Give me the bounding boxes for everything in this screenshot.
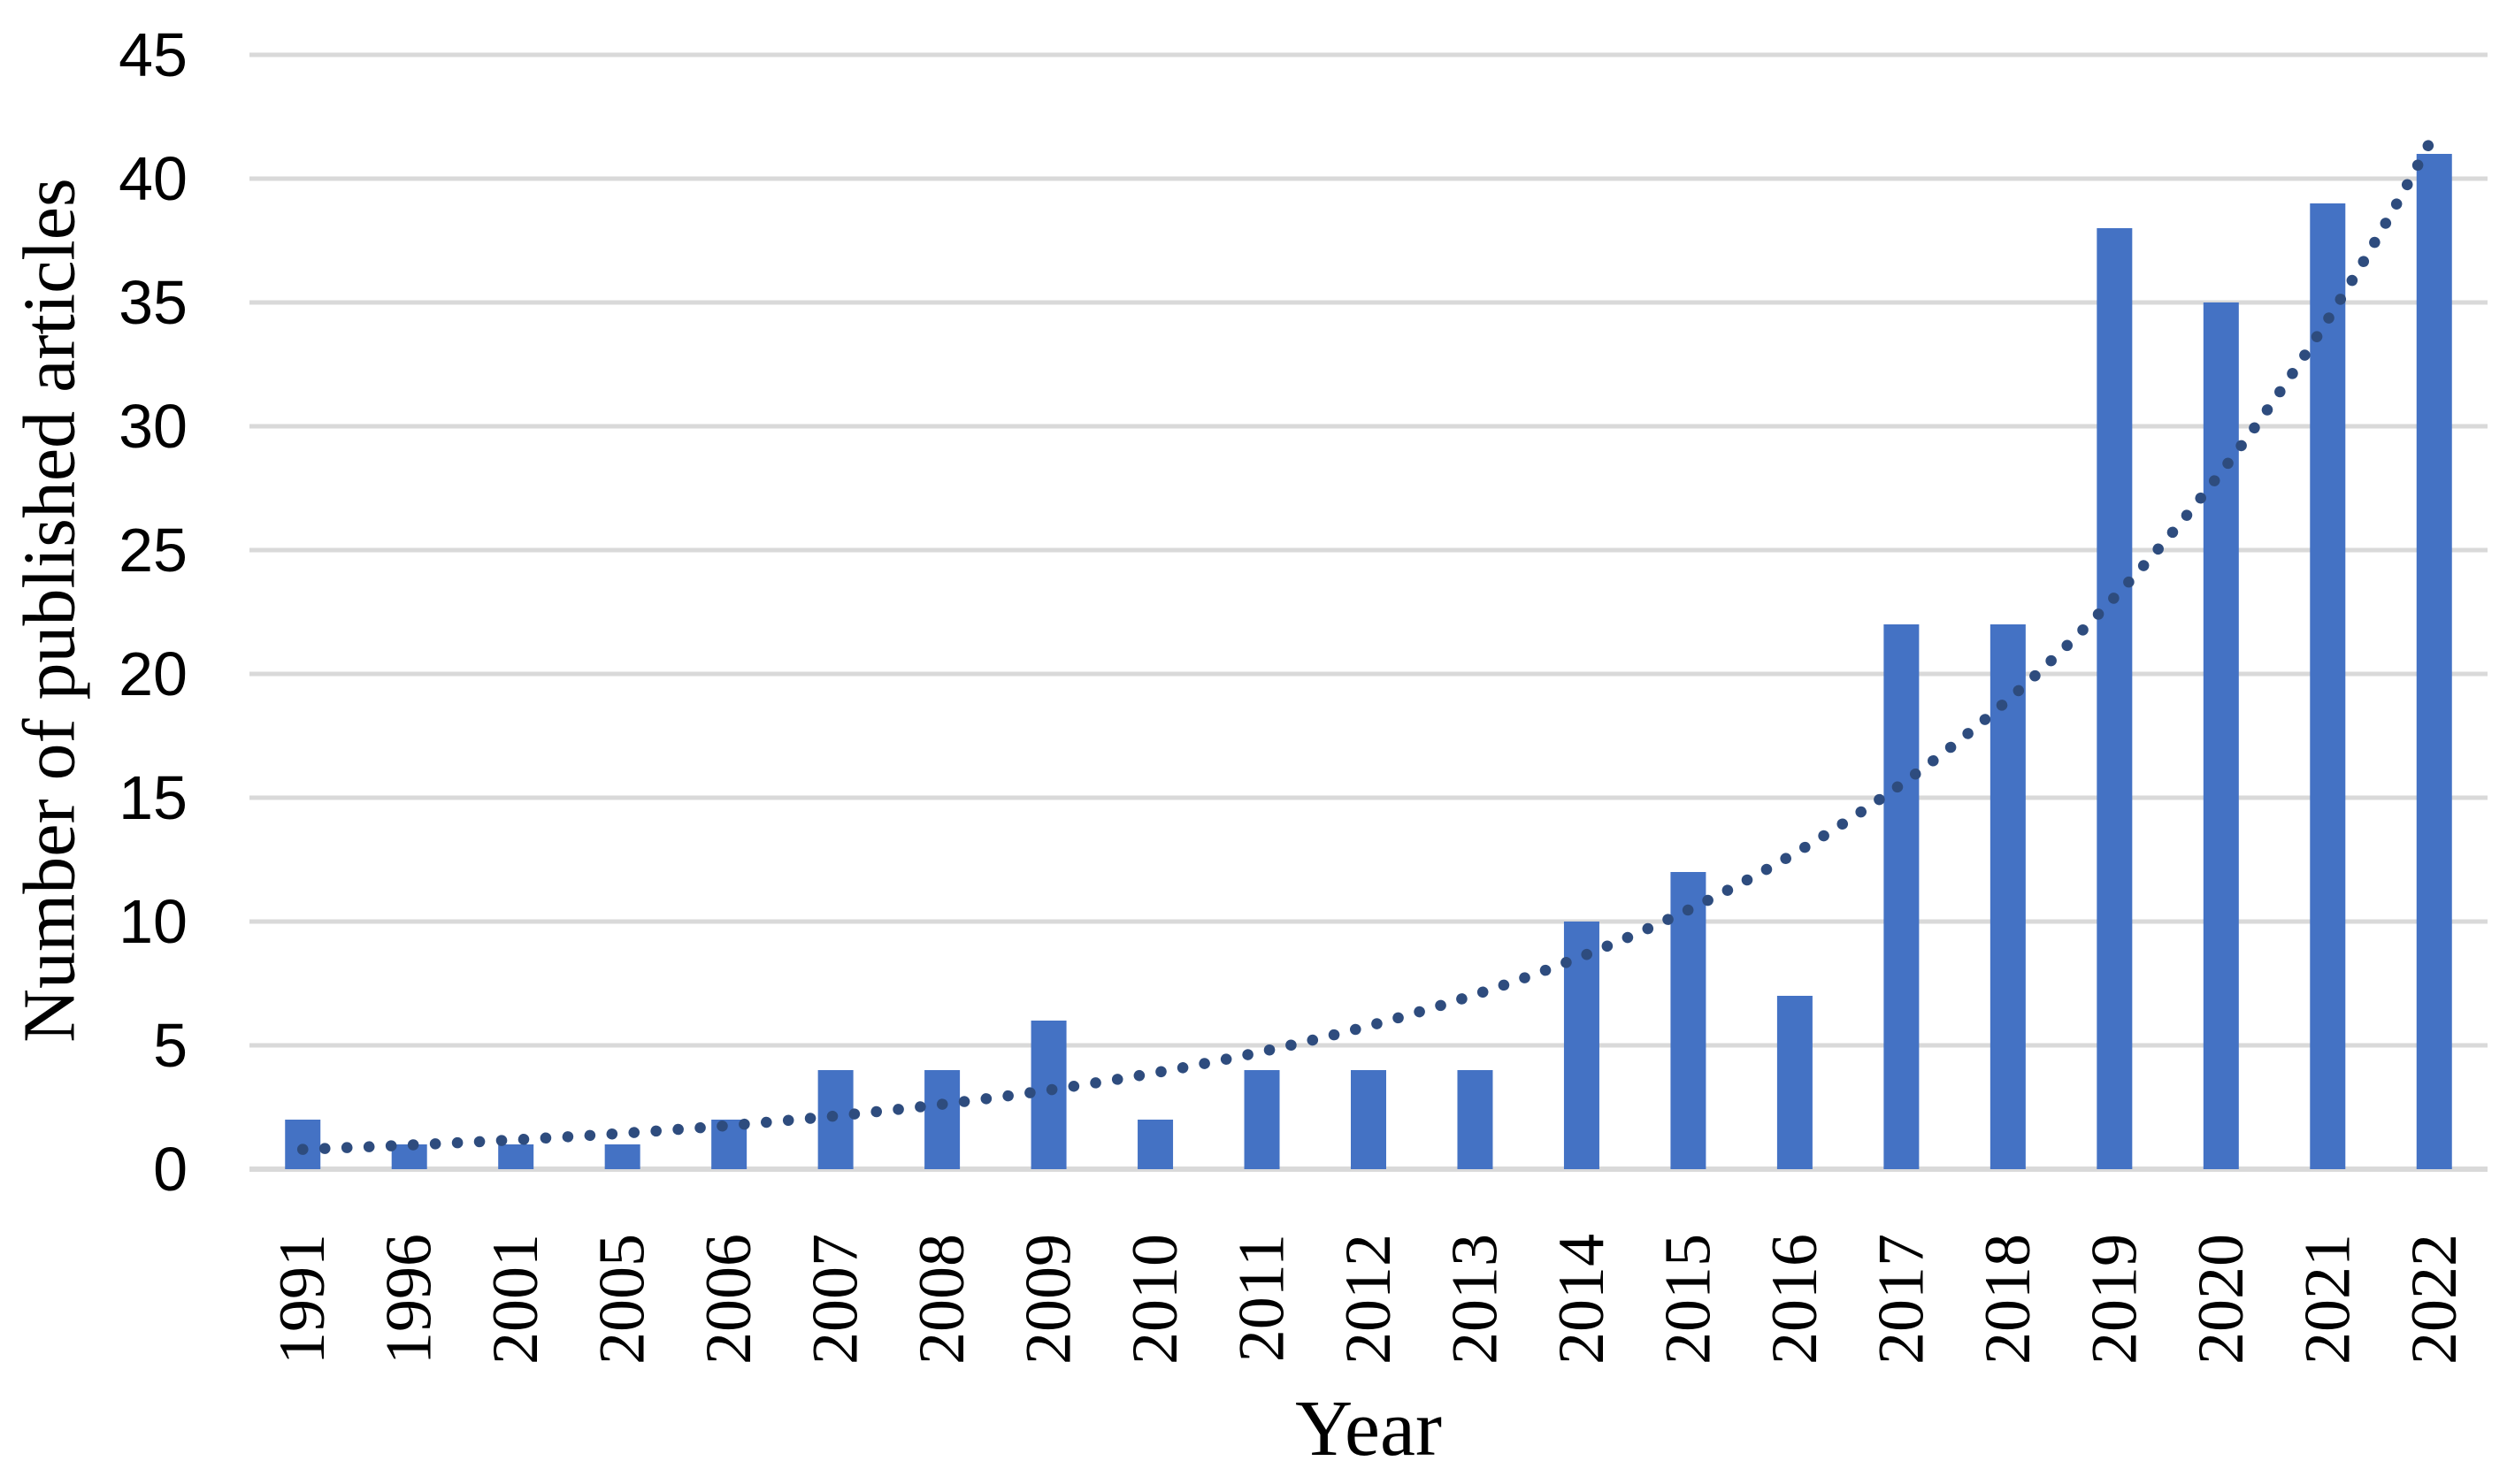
y-tick-label-25: 25	[119, 516, 188, 585]
x-tick-label-2022: 2022	[2398, 1234, 2471, 1365]
bar-2005	[604, 1144, 640, 1169]
x-tick-label-2018: 2018	[1972, 1234, 2044, 1365]
y-tick-label-30: 30	[119, 392, 188, 461]
x-tick-label-2014: 2014	[1545, 1234, 1618, 1365]
x-tick-label-2017: 2017	[1865, 1234, 1937, 1365]
x-tick-label-1991: 1991	[266, 1234, 339, 1365]
x-tick-label-2010: 2010	[1119, 1234, 1192, 1365]
bar-2001	[498, 1144, 534, 1169]
x-tick-label-2009: 2009	[1013, 1234, 1085, 1365]
x-tick-label-1996: 1996	[373, 1234, 446, 1365]
bar-2022	[2416, 154, 2452, 1169]
x-tick-label-2001: 2001	[479, 1234, 552, 1365]
bar-2008	[924, 1070, 961, 1169]
y-tick-label-10: 10	[119, 887, 188, 956]
y-tick-label-35: 35	[119, 268, 188, 337]
y-tick-label-5: 5	[153, 1011, 188, 1080]
bar-2009	[1031, 1021, 1067, 1169]
x-tick-label-2005: 2005	[586, 1234, 659, 1365]
x-tick-label-2006: 2006	[693, 1234, 765, 1365]
x-tick-label-2013: 2013	[1438, 1234, 1511, 1365]
trendline-dotted	[296, 138, 2434, 1155]
bar-2012	[1351, 1070, 1386, 1169]
y-tick-label-20: 20	[119, 639, 188, 708]
bar-2013	[1457, 1070, 1493, 1169]
x-axis-title: Year	[1295, 1385, 1442, 1473]
bar-2011	[1244, 1070, 1280, 1169]
y-tick-label-0: 0	[153, 1135, 188, 1204]
x-tick-label-2016: 2016	[1759, 1234, 1831, 1365]
x-tick-label-2007: 2007	[800, 1234, 872, 1365]
bar-2019	[2097, 228, 2133, 1169]
bar-2017	[1883, 624, 1920, 1169]
y-tick-label-40: 40	[119, 144, 188, 213]
x-tick-label-2008: 2008	[906, 1234, 978, 1365]
bar-2016	[1776, 996, 1813, 1169]
y-tick-label-15: 15	[119, 763, 188, 832]
bar-2020	[2203, 302, 2239, 1169]
x-tick-label-2012: 2012	[1332, 1234, 1405, 1365]
bar-2021	[2310, 203, 2346, 1169]
y-axis-title: Number of published articles	[9, 178, 91, 1042]
y-tick-labels-group: 0 5 10 15 20 25 30 35 40 45	[119, 20, 188, 1204]
x-tick-label-2011: 2011	[1226, 1234, 1299, 1362]
bar-2015	[1670, 872, 1706, 1169]
x-tick-label-2019: 2019	[2078, 1234, 2150, 1365]
x-tick-labels-group: 1991 1996 2001 2005 2006 2007 2008 2009 2010 2011…	[266, 1234, 2471, 1365]
bar-2010	[1138, 1120, 1174, 1169]
gridlines-group	[249, 52, 2488, 1172]
bars-group	[285, 154, 2452, 1169]
x-tick-label-2015: 2015	[1652, 1234, 1724, 1365]
x-tick-label-2021: 2021	[2291, 1234, 2364, 1365]
bar-2018	[1990, 624, 2026, 1169]
y-tick-label-45: 45	[119, 20, 188, 89]
x-tick-label-2020: 2020	[2185, 1234, 2258, 1365]
trendline-group	[296, 138, 2434, 1155]
